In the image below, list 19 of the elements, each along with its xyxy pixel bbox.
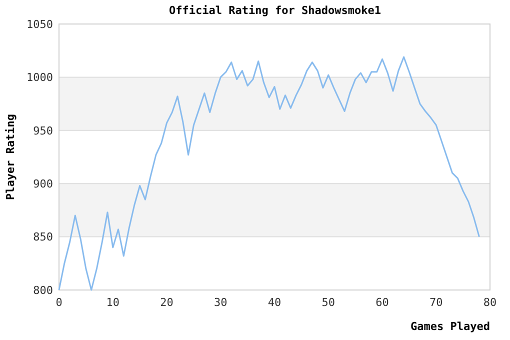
x-tick-label: 30: [214, 296, 228, 309]
x-axis-title: Games Played: [410, 320, 490, 333]
y-tick-label: 1050: [26, 18, 53, 31]
y-tick-label: 1000: [26, 71, 53, 84]
y-tick-label: 850: [33, 230, 53, 244]
chart-title: Official Rating for Shadowsmoke1: [169, 4, 382, 17]
x-tick-label: 60: [376, 296, 389, 309]
y-axis-title: Player Rating: [4, 114, 17, 200]
y-tick-label: 950: [33, 124, 53, 138]
line-series: [58, 56, 480, 291]
y-tick-label: 900: [33, 177, 53, 190]
x-tick-label: 80: [483, 296, 497, 309]
x-tick-label: 20: [160, 296, 174, 309]
x-tick-label: 0: [56, 296, 62, 309]
x-tick-label: 10: [106, 296, 120, 309]
x-tick-label: 70: [430, 296, 443, 309]
x-tick-label: 40: [268, 296, 282, 309]
y-tick-label: 800: [33, 284, 53, 297]
x-tick-label: 50: [322, 296, 335, 309]
